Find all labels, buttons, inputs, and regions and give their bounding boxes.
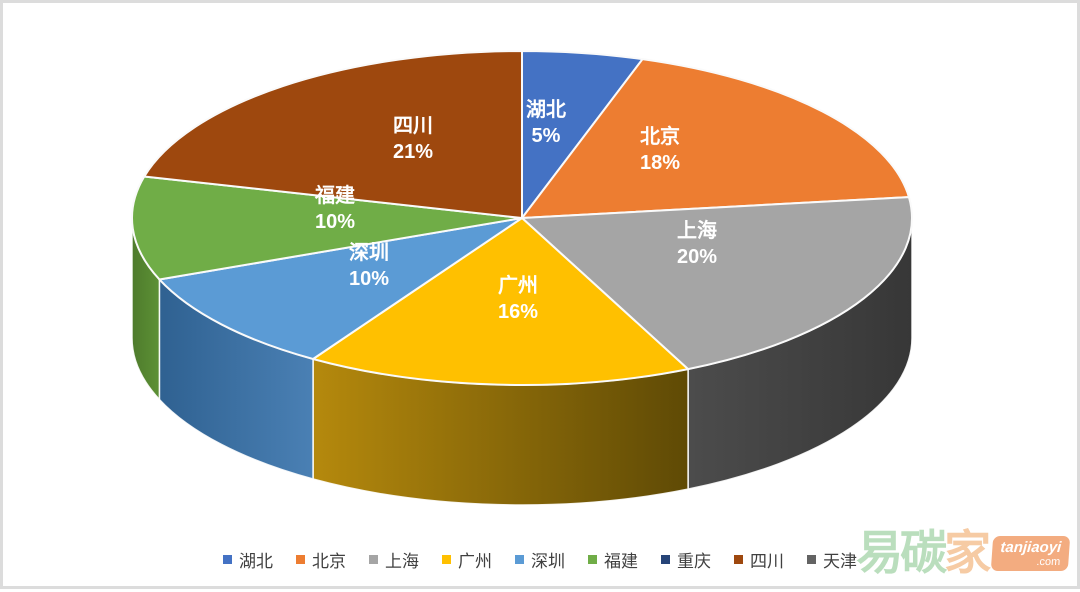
pie-slice-beijing bbox=[521, 58, 910, 219]
watermark-badge-line2: .com bbox=[1036, 555, 1061, 568]
pie-slice-label-shenzhen: 深圳 10% bbox=[349, 241, 389, 290]
legend-item-shenzhen: 深圳 bbox=[515, 547, 565, 572]
pie-slice-fujian bbox=[131, 175, 523, 281]
legend-swatch-fujian bbox=[588, 555, 597, 564]
legend-item-beijing: 北京 bbox=[296, 547, 346, 572]
watermark-badge-line1: tanjiaoyi bbox=[999, 538, 1063, 556]
legend-swatch-shenzhen bbox=[515, 555, 524, 564]
pie-slice-label-fujian: 福建 10% bbox=[314, 183, 355, 233]
legend-item-sichuan: 四川 bbox=[734, 547, 784, 572]
chart-legend: 湖北 北京 上海 广州 深圳 福建 重庆 四川 天津 bbox=[3, 547, 1077, 572]
legend-item-shanghai: 上海 bbox=[369, 547, 419, 572]
watermark-char-1: 碳 bbox=[900, 526, 947, 579]
pie-slice-label-beijing: 北京 18% bbox=[640, 124, 680, 174]
watermark: 易碳家 tanjiaoyi .com bbox=[856, 524, 1071, 582]
legend-label-tianjin: 天津 bbox=[823, 552, 857, 571]
pie-slice-shanghai bbox=[521, 196, 913, 371]
legend-label-fujian: 福建 bbox=[604, 552, 638, 571]
watermark-badge: tanjiaoyi .com bbox=[990, 535, 1071, 571]
pie-slice-label-sichuan: 四川 21% bbox=[393, 115, 433, 163]
watermark-text: 易碳家 bbox=[856, 524, 991, 582]
legend-label-shenzhen: 深圳 bbox=[531, 552, 565, 571]
legend-label-beijing: 北京 bbox=[312, 552, 346, 571]
legend-swatch-shanghai bbox=[369, 555, 378, 564]
legend-item-guangzhou: 广州 bbox=[442, 547, 492, 572]
pie-slice-label-guangzhou: 广州 16% bbox=[498, 273, 538, 323]
pie-slice-shenzhen bbox=[158, 217, 523, 360]
legend-label-hubei: 湖北 bbox=[239, 552, 273, 571]
legend-label-sichuan: 四川 bbox=[750, 552, 784, 571]
pie-slice-guangzhou bbox=[312, 217, 690, 386]
pie-chart: 湖北 5% 北京 18% 上海 20% 广州 16% 深圳 10% 福建 10% 四川 21% bbox=[131, 50, 913, 506]
legend-label-chongqing: 重庆 bbox=[677, 552, 711, 571]
watermark-char-2: 家 bbox=[944, 526, 991, 579]
legend-item-chongqing: 重庆 bbox=[661, 547, 711, 572]
legend-swatch-hubei bbox=[223, 555, 232, 564]
legend-swatch-beijing bbox=[296, 555, 305, 564]
legend-swatch-sichuan bbox=[734, 555, 743, 564]
legend-swatch-guangzhou bbox=[442, 555, 451, 564]
legend-label-guangzhou: 广州 bbox=[458, 552, 492, 571]
legend-label-shanghai: 上海 bbox=[385, 552, 419, 571]
legend-item-fujian: 福建 bbox=[588, 547, 638, 572]
pie-slice-label-hubei: 湖北 5% bbox=[526, 98, 566, 147]
legend-swatch-chongqing bbox=[661, 555, 670, 564]
legend-item-tianjin: 天津 bbox=[807, 547, 857, 572]
legend-swatch-tianjin bbox=[807, 555, 816, 564]
watermark-char-0: 易 bbox=[856, 526, 903, 579]
pie-slice-label-shanghai: 上海 20% bbox=[677, 218, 717, 268]
pie-slice-sichuan bbox=[143, 50, 523, 219]
legend-item-hubei: 湖北 bbox=[223, 547, 273, 572]
